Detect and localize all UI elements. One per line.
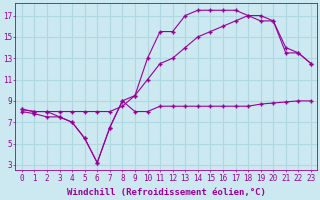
X-axis label: Windchill (Refroidissement éolien,°C): Windchill (Refroidissement éolien,°C) <box>67 188 266 197</box>
